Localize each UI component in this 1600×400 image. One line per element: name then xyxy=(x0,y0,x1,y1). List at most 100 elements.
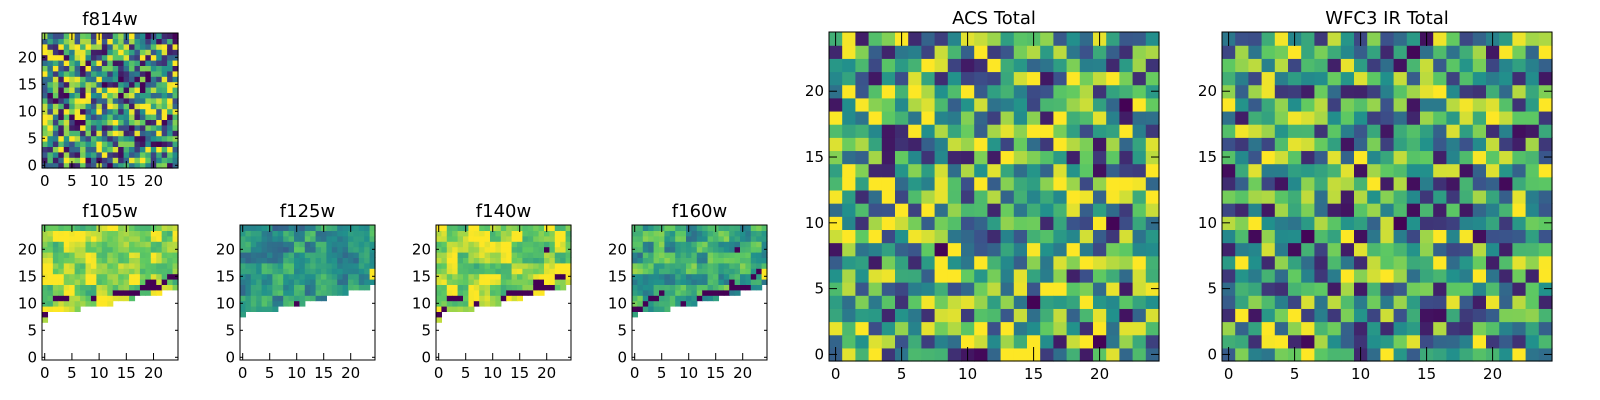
heatmap-cell xyxy=(161,230,168,237)
heatmap-cell xyxy=(69,262,76,269)
heatmap-cell xyxy=(277,241,284,248)
heatmap-cell xyxy=(947,242,962,257)
heatmap-cell xyxy=(1433,32,1447,46)
heatmap-cell xyxy=(364,273,371,280)
heatmap-cell xyxy=(364,225,371,231)
heatmap-cell xyxy=(1053,268,1068,283)
heatmap-cell xyxy=(1119,321,1134,336)
heatmap-cell xyxy=(549,284,556,291)
heatmap-cell xyxy=(1066,71,1081,86)
heatmap-cell xyxy=(267,300,273,307)
heatmap-cell xyxy=(167,162,174,169)
heatmap-cell xyxy=(750,241,757,248)
heatmap-cell xyxy=(167,279,174,285)
heatmap-cell xyxy=(1354,124,1368,138)
heatmap-cell xyxy=(134,54,141,61)
heatmap-cell xyxy=(723,273,730,280)
heatmap-cell xyxy=(1013,334,1028,349)
heatmap-cell xyxy=(161,33,168,39)
heatmap-cell xyxy=(1340,32,1355,46)
heatmap-cell xyxy=(1354,45,1368,59)
heatmap-cell xyxy=(304,284,311,291)
heatmap-cell xyxy=(761,225,768,231)
heatmap-cell xyxy=(987,268,1002,283)
heatmap-cell xyxy=(974,242,988,257)
heatmap-cell xyxy=(1119,163,1134,178)
heatmap-cell xyxy=(734,289,741,296)
heatmap-cell xyxy=(256,246,263,253)
heatmap-cell xyxy=(123,262,130,269)
heatmap-cell xyxy=(261,252,268,258)
heatmap-cell xyxy=(1274,124,1289,138)
heatmap-cell xyxy=(653,289,660,296)
heatmap-cell xyxy=(1222,124,1236,138)
heatmap-cell xyxy=(267,252,273,258)
heatmap-cell xyxy=(272,230,279,237)
heatmap-cell xyxy=(702,246,709,253)
heatmap-cell xyxy=(1512,203,1527,217)
heatmap-cell xyxy=(718,289,725,296)
y-tick-label: 10 xyxy=(608,294,627,312)
heatmap-cell xyxy=(648,230,655,237)
heatmap-cell xyxy=(1053,137,1068,152)
heatmap-cell xyxy=(1512,45,1527,59)
heatmap-cell xyxy=(145,60,152,66)
heatmap-cell xyxy=(1512,268,1527,283)
heatmap-cell xyxy=(664,257,671,264)
heatmap-cell xyxy=(1040,203,1054,217)
heatmap-cell xyxy=(1459,242,1474,257)
heatmap-cell xyxy=(129,273,136,280)
heatmap-cell xyxy=(842,137,856,152)
heatmap-cell xyxy=(156,257,163,264)
heatmap-cell xyxy=(1393,255,1408,270)
heatmap-cell xyxy=(52,76,59,83)
heatmap-cell xyxy=(842,347,856,362)
heatmap-cell xyxy=(85,70,92,77)
heatmap-cell xyxy=(1486,216,1500,230)
heatmap-cell xyxy=(96,284,103,291)
heatmap-cell xyxy=(161,119,168,126)
heatmap-cell xyxy=(112,279,119,285)
heatmap-cell xyxy=(675,241,682,248)
heatmap-cell xyxy=(63,43,70,50)
heatmap-cell xyxy=(161,279,168,285)
heatmap-cell xyxy=(167,252,174,258)
heatmap-cell xyxy=(1261,45,1276,59)
heatmap-cell xyxy=(1222,137,1236,152)
heatmap-cell xyxy=(1248,163,1263,178)
heatmap-cell xyxy=(1235,32,1249,46)
heatmap-cell xyxy=(96,60,103,66)
heatmap-cell xyxy=(145,257,152,264)
heatmap-cell xyxy=(58,146,65,153)
heatmap-cell xyxy=(47,230,54,237)
heatmap-cell xyxy=(729,284,736,291)
heatmap-cell xyxy=(446,268,453,275)
heatmap-cell xyxy=(129,225,136,231)
heatmap-cell xyxy=(495,273,502,280)
heatmap-cell xyxy=(490,289,496,296)
heatmap-cell xyxy=(167,151,174,158)
heatmap-cell xyxy=(1274,71,1289,86)
heatmap-cell xyxy=(288,235,295,242)
heatmap-cell xyxy=(90,295,97,302)
heatmap-cell xyxy=(337,273,344,280)
heatmap-cell xyxy=(473,252,480,258)
heatmap-cell xyxy=(829,176,843,191)
heatmap-cell xyxy=(118,151,125,158)
heatmap-cell xyxy=(713,235,719,242)
heatmap-cell xyxy=(1499,71,1513,86)
heatmap-cell xyxy=(868,268,883,283)
heatmap-cell xyxy=(118,54,125,61)
heatmap-cell xyxy=(112,114,119,120)
heatmap-cell xyxy=(101,38,108,45)
panel-title: f125w xyxy=(280,201,335,222)
heatmap-cell xyxy=(565,252,572,258)
heatmap-cell xyxy=(691,300,698,307)
heatmap-cell xyxy=(1446,295,1461,309)
heatmap-cell xyxy=(150,108,157,115)
heatmap-cell xyxy=(1288,150,1302,165)
heatmap-cell xyxy=(272,257,279,264)
heatmap-cell xyxy=(261,230,268,237)
